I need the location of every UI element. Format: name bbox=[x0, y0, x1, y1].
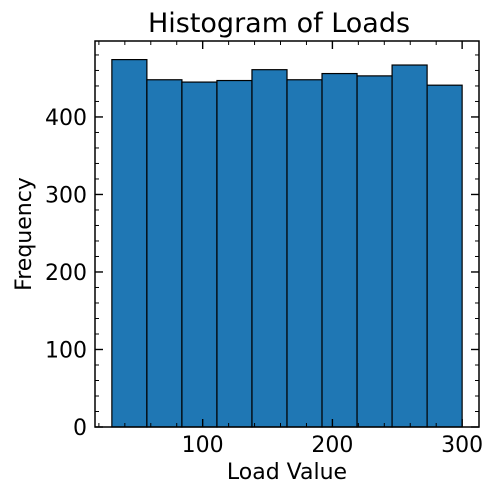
histogram-bar-3 bbox=[181, 81, 218, 428]
histogram-bar-4 bbox=[216, 79, 253, 428]
x-tick-label: 300 bbox=[441, 433, 483, 458]
x-axis-label: Load Value bbox=[227, 460, 347, 485]
plot-frame bbox=[94, 40, 480, 428]
histogram-bar-2 bbox=[146, 79, 183, 428]
histogram-bar-10 bbox=[426, 84, 463, 428]
histogram-bar-6 bbox=[286, 79, 323, 428]
chart-title: Histogram of Loads bbox=[148, 8, 410, 39]
histogram-bar-8 bbox=[356, 75, 393, 428]
x-tick-label: 100 bbox=[182, 433, 224, 458]
y-tick-label: 400 bbox=[45, 106, 87, 131]
histogram-bar-9 bbox=[391, 64, 428, 428]
histogram-bar-7 bbox=[321, 72, 358, 428]
bars-group bbox=[111, 59, 463, 428]
y-tick-label: 100 bbox=[45, 338, 87, 363]
x-tick-label: 200 bbox=[311, 433, 353, 458]
histogram-bar-1 bbox=[111, 59, 148, 428]
histogram-bar-5 bbox=[251, 69, 288, 428]
y-tick-label: 300 bbox=[45, 183, 87, 208]
y-tick-label: 200 bbox=[45, 261, 87, 286]
y-tick-label: 0 bbox=[73, 416, 87, 441]
y-axis-label: Frequency bbox=[12, 177, 37, 291]
tick-labels-group: 100 200 300 0 100 200 300 400 bbox=[45, 106, 483, 458]
